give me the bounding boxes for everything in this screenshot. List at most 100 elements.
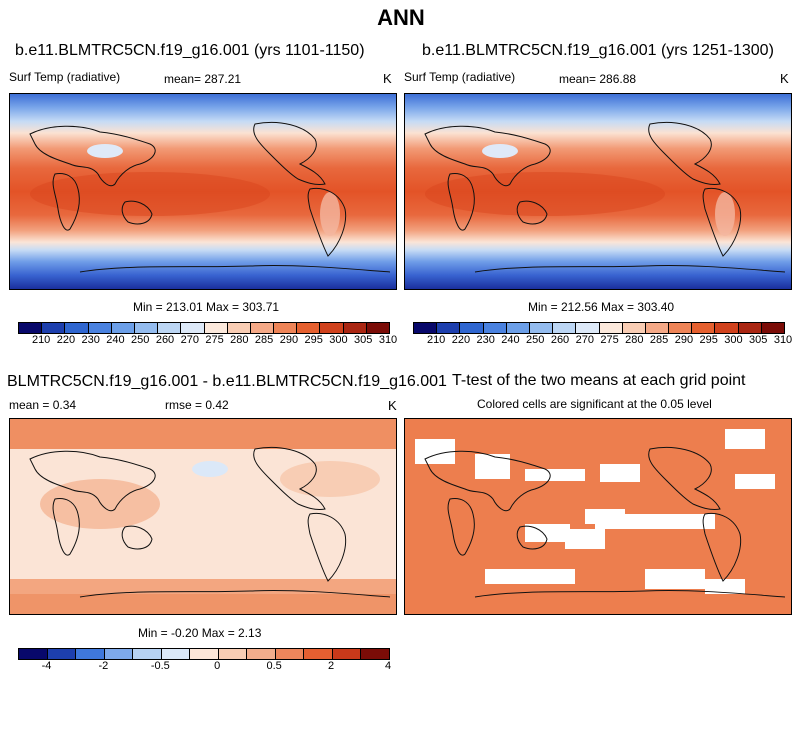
bottom-right-significance-map — [404, 418, 792, 615]
top-left-colorbar-swatch — [297, 323, 321, 333]
top-right-colorbar-tick-label: 220 — [451, 334, 471, 346]
bottom-left-minmax: Min = -0.20 Max = 2.13 — [138, 626, 262, 640]
bottom-left-colorbar-swatch — [332, 649, 362, 659]
top-left-colorbar-swatch — [227, 323, 251, 333]
top-left-variable-label: Surf Temp (radiative) — [9, 70, 121, 84]
top-left-colorbar-tick-label: 310 — [378, 334, 398, 346]
top-left-colorbar-swatch — [111, 323, 135, 333]
top-left-colorbar-swatch — [65, 323, 89, 333]
top-left-colorbar — [18, 322, 390, 334]
bottom-left-units: K — [388, 398, 397, 413]
bottom-left-colorbar-tick-label: -4 — [41, 660, 52, 672]
top-right-colorbar-tick-label: 230 — [476, 334, 495, 346]
top-right-colorbar-tick-label: 250 — [526, 334, 545, 346]
top-right-minmax: Min = 212.56 Max = 303.40 — [528, 300, 675, 314]
bottom-left-colorbar-tick-label: 4 — [384, 660, 392, 672]
bottom-left-colorbar-swatch — [190, 649, 219, 659]
top-left-colorbar-tick-label: 250 — [131, 334, 150, 346]
top-left-colorbar-tick-label: 275 — [205, 334, 224, 346]
top-left-mean: mean= 287.21 — [164, 72, 242, 86]
top-right-colorbar-swatch — [414, 323, 438, 333]
bottom-left-colorbar-swatch — [361, 649, 389, 659]
top-right-colorbar-swatch — [460, 323, 484, 333]
top-right-colorbar-tick-label: 310 — [773, 334, 793, 346]
top-right-colorbar-swatch — [529, 323, 554, 333]
top-left-colorbar-swatch — [274, 323, 298, 333]
top-right-colorbar-tick-label: 290 — [674, 334, 694, 346]
bottom-left-colorbar-tick-label: -0.5 — [150, 660, 170, 672]
bottom-left-rmse: rmse = 0.42 — [165, 398, 229, 412]
top-right-colorbar-tick-label: 305 — [749, 334, 768, 346]
top-right-colorbar-swatch — [692, 323, 716, 333]
top-left-units: K — [383, 71, 392, 86]
top-right-colorbar-swatch — [437, 323, 461, 333]
top-right-colorbar-tick-label: 300 — [724, 334, 743, 346]
top-right-mean: mean= 286.88 — [559, 72, 637, 86]
top-right-colorbar-swatch — [483, 323, 507, 333]
top-left-colorbar-swatch — [158, 323, 182, 333]
bottom-left-panel-title: BLMTRC5CN.f19_g16.001 - b.e11.BLMTRC5CN.… — [7, 373, 447, 390]
top-right-panel-title: b.e11.BLMTRC5CN.f19_g16.001 (yrs 1251-13… — [422, 42, 774, 59]
top-right-colorbar-swatch — [645, 323, 670, 333]
bottom-left-colorbar-swatch — [47, 649, 77, 659]
top-left-colorbar-swatch — [343, 323, 367, 333]
bottom-left-mean: mean = 0.34 — [9, 398, 77, 412]
top-left-colorbar-swatch — [88, 323, 112, 333]
top-left-colorbar-swatch — [366, 323, 389, 333]
top-left-colorbar-swatch — [134, 323, 159, 333]
top-right-colorbar-tick-label: 275 — [600, 334, 619, 346]
top-right-colorbar-swatch — [553, 323, 577, 333]
bottom-left-colorbar-swatch — [104, 649, 134, 659]
bottom-left-colorbar-labels: -4 -2 -0.5 0 0.5 2 4 — [18, 660, 392, 676]
top-right-colorbar-swatch — [622, 323, 646, 333]
top-left-colorbar-tick-label: 220 — [56, 334, 76, 346]
top-right-colorbar-tick-label: 280 — [625, 334, 644, 346]
top-left-colorbar-tick-label: 290 — [279, 334, 299, 346]
top-right-colorbar-tick-label: 260 — [550, 334, 570, 346]
top-right-colorbar-swatch — [715, 323, 739, 333]
top-right-colorbar-tick-label: 270 — [575, 334, 594, 346]
bottom-left-colorbar-swatch — [161, 649, 191, 659]
bottom-left-colorbar — [18, 648, 390, 660]
bottom-left-colorbar-tick-label: 0 — [214, 660, 221, 672]
top-right-colorbar-tick-label: 295 — [699, 334, 718, 346]
bottom-right-panel-title: T-test of the two means at each grid poi… — [452, 372, 746, 389]
bottom-left-colorbar-swatch — [76, 649, 105, 659]
bottom-right-subtitle: Colored cells are significant at the 0.0… — [477, 397, 712, 411]
top-right-colorbar — [413, 322, 785, 334]
top-left-colorbar-tick-label: 300 — [329, 334, 348, 346]
top-right-colorbar-swatch — [576, 323, 600, 333]
top-left-minmax: Min = 213.01 Max = 303.71 — [133, 300, 280, 314]
top-right-colorbar-tick-label: 210 — [426, 334, 446, 346]
bottom-left-difference-map — [9, 418, 397, 615]
top-left-colorbar-tick-label: 230 — [81, 334, 100, 346]
top-left-colorbar-swatch — [250, 323, 275, 333]
top-right-units: K — [780, 71, 789, 86]
bottom-left-colorbar-swatch — [304, 649, 333, 659]
top-left-colorbar-labels: 210 220 230 240 250 260 270 275 280 285 290 295 300 3… — [18, 334, 397, 350]
top-right-temperature-map — [404, 93, 792, 290]
bottom-left-colorbar-tick-label: 0.5 — [266, 660, 282, 672]
bottom-left-colorbar-swatch — [275, 649, 305, 659]
top-right-colorbar-tick-label: 285 — [649, 334, 669, 346]
bottom-left-colorbar-swatch — [218, 649, 248, 659]
top-right-colorbar-swatch — [761, 323, 784, 333]
top-right-colorbar-swatch — [669, 323, 693, 333]
top-right-colorbar-tick-label: 240 — [501, 334, 520, 346]
top-right-colorbar-swatch — [506, 323, 530, 333]
bottom-left-colorbar-tick-label: -2 — [98, 660, 109, 672]
top-left-colorbar-tick-label: 260 — [155, 334, 175, 346]
top-left-colorbar-tick-label: 280 — [230, 334, 249, 346]
top-right-colorbar-swatch — [738, 323, 762, 333]
top-left-colorbar-tick-label: 210 — [31, 334, 51, 346]
bottom-left-colorbar-swatch — [133, 649, 162, 659]
top-left-colorbar-tick-label: 295 — [304, 334, 323, 346]
top-left-temperature-map — [9, 93, 397, 290]
bottom-left-colorbar-swatch — [19, 649, 48, 659]
top-left-panel-title: b.e11.BLMTRC5CN.f19_g16.001 (yrs 1101-11… — [15, 42, 365, 59]
top-left-colorbar-tick-label: 270 — [180, 334, 199, 346]
top-left-colorbar-tick-label: 240 — [106, 334, 125, 346]
top-left-colorbar-swatch — [204, 323, 228, 333]
top-left-colorbar-swatch — [42, 323, 66, 333]
bottom-left-colorbar-swatch — [247, 649, 276, 659]
